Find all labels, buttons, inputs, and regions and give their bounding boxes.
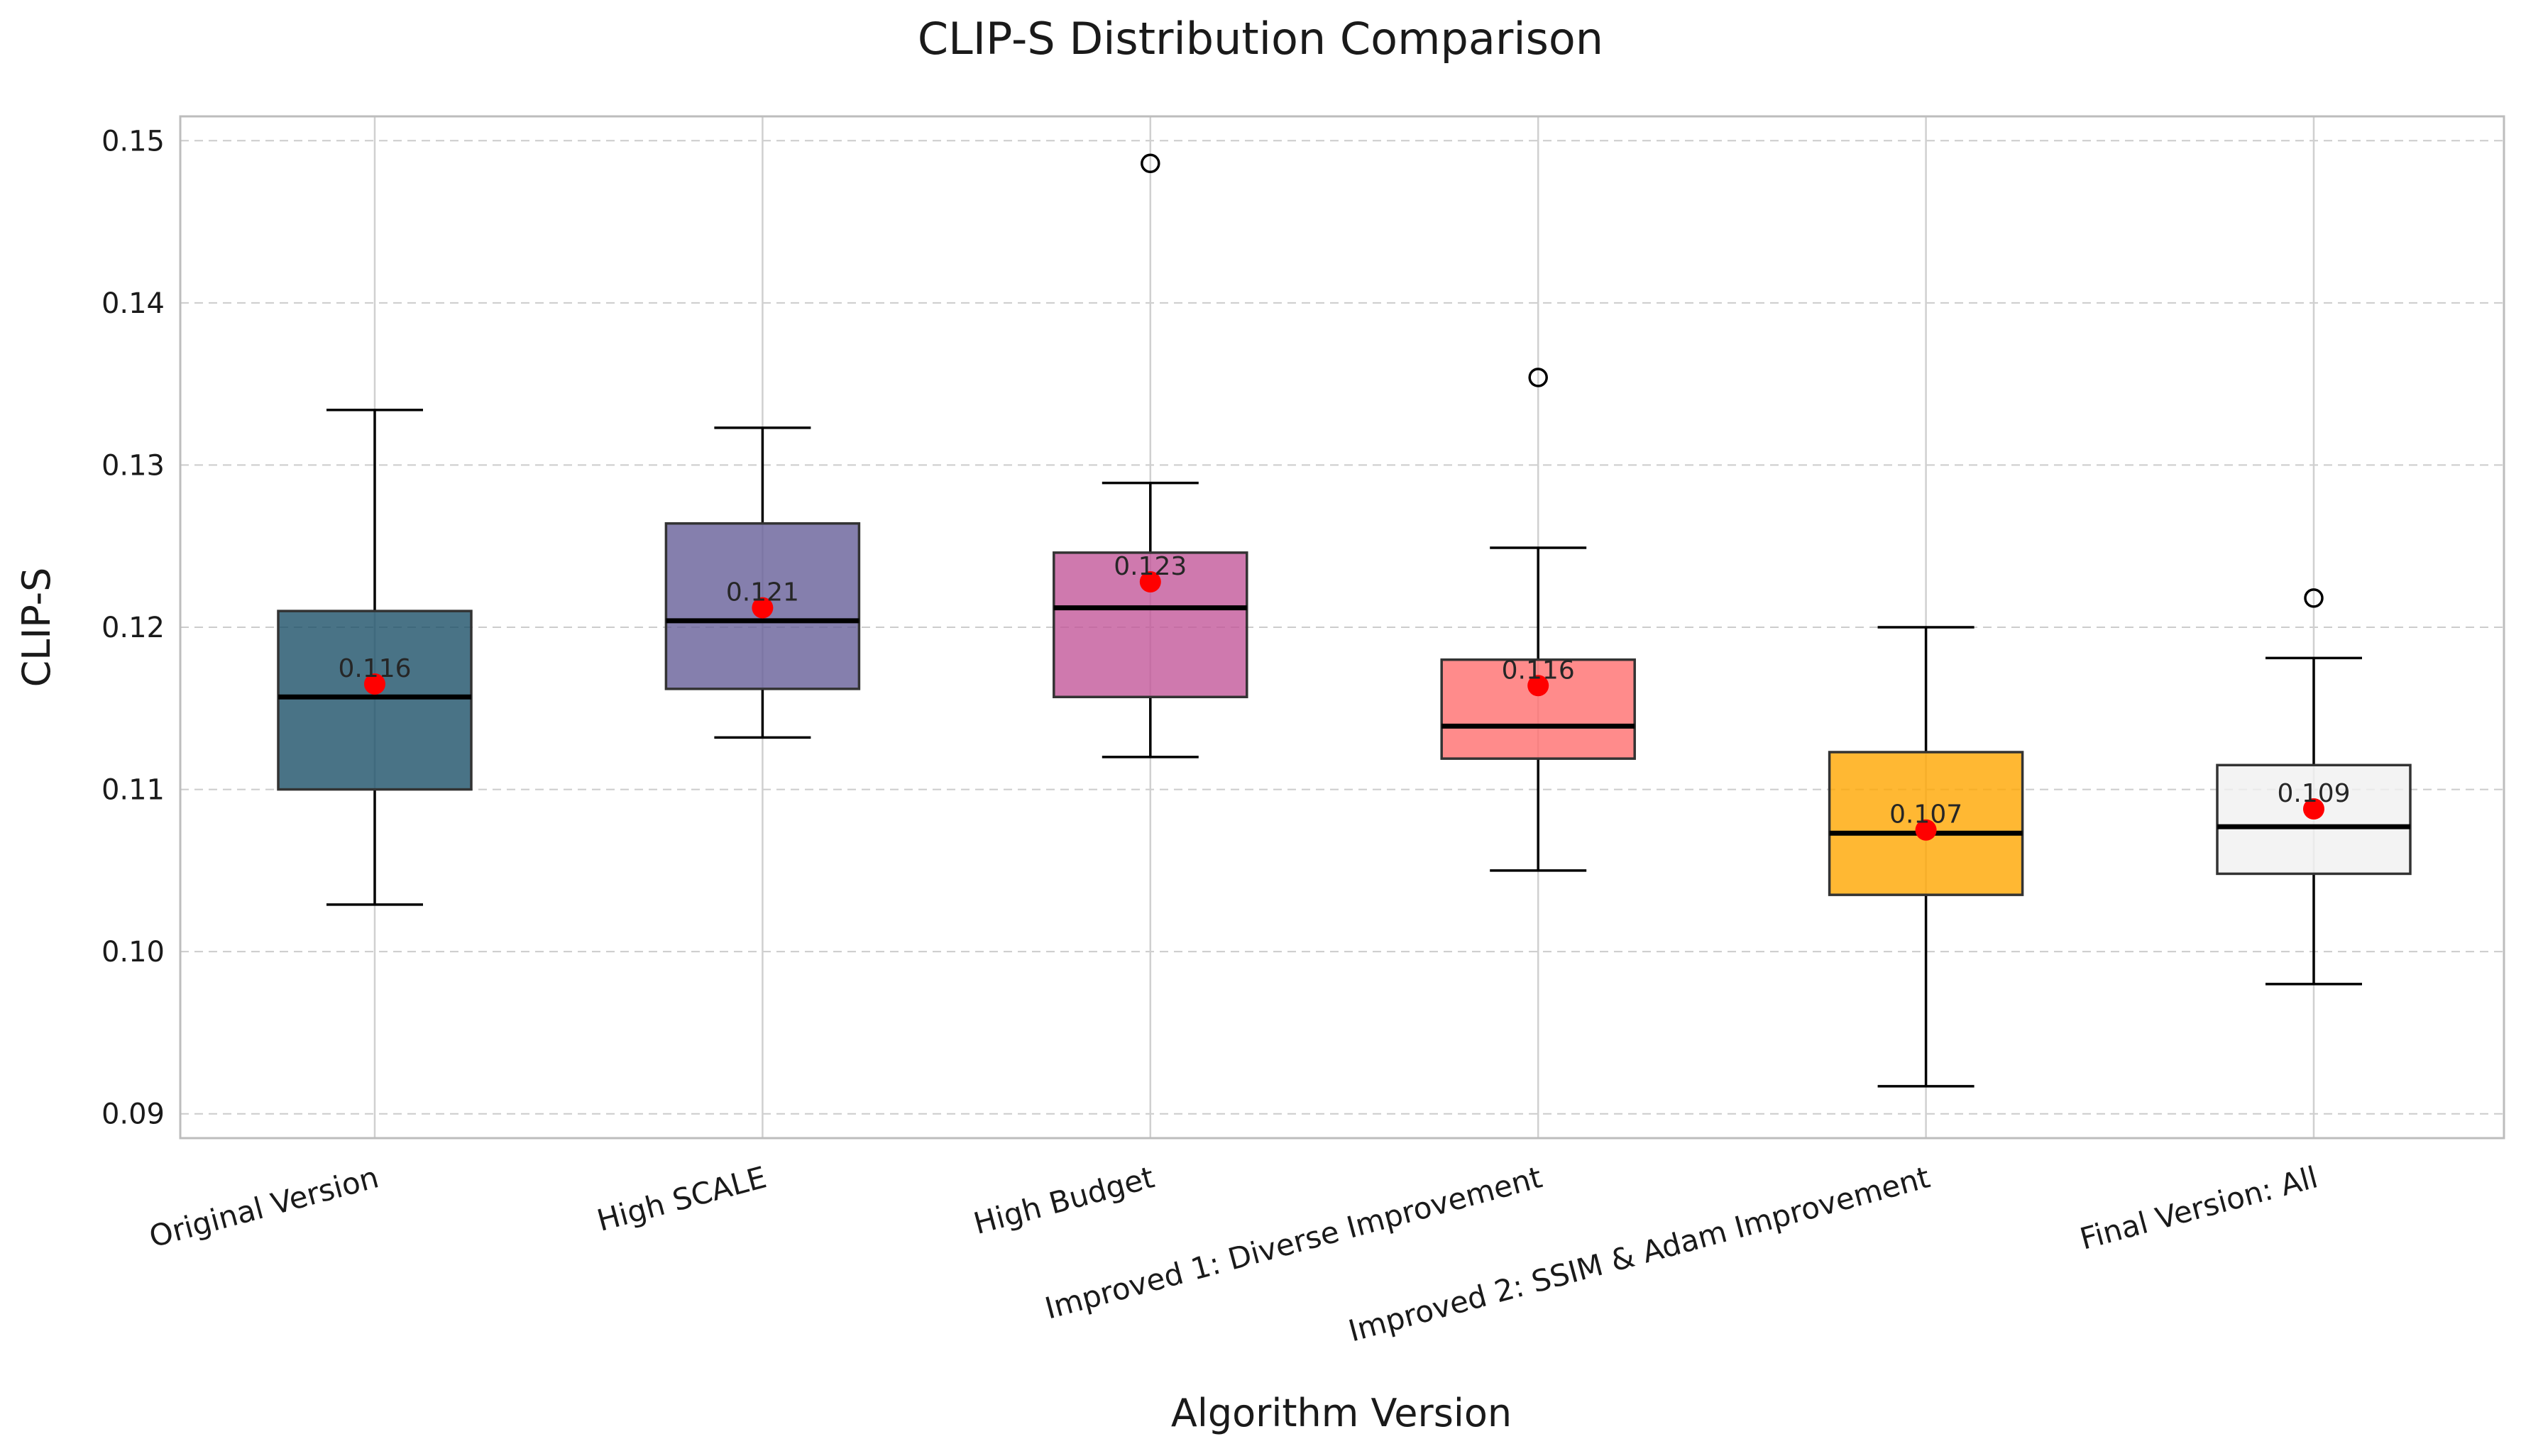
box: [277, 610, 473, 791]
mean-point: [752, 597, 774, 619]
y-tick-label: 0.13: [101, 449, 165, 482]
box-group: 0.123: [1053, 153, 1248, 759]
box-group: 0.116: [277, 408, 473, 906]
mean-point: [364, 673, 385, 695]
mean-point: [2303, 798, 2324, 820]
mean-label: 0.116: [338, 654, 411, 683]
x-axis-ticks: Original Version High SCALE High BudgetImp…: [145, 1159, 2322, 1348]
box-group: 0.109: [2216, 588, 2412, 986]
mean-point: [1139, 571, 1161, 592]
y-tick-label: 0.09: [101, 1098, 165, 1131]
mean-label: 0.121: [726, 578, 799, 607]
x-tick-label: Final Version: All: [2076, 1159, 2321, 1256]
y-axis-ticks: 0.09 0.10 0.11 0.12 0.13 0.14 0.15: [101, 125, 165, 1130]
outlier-point: [1528, 368, 1548, 387]
box-group: 0.107: [1828, 626, 2024, 1088]
mean-label: 0.107: [1889, 800, 1962, 829]
y-tick-label: 0.15: [101, 125, 165, 158]
chart-title: CLIP-S Distribution Comparison: [918, 13, 1603, 65]
grid: [180, 116, 2504, 1138]
box-plots: 0.116 0.121 0.123 0.116 0.107 0.109: [277, 153, 2412, 1088]
x-axis-label: Algorithm Version: [1171, 1391, 1512, 1435]
mean-label: 0.123: [1114, 552, 1187, 581]
outlier-point: [2304, 588, 2324, 608]
x-tick-label: High Budget: [970, 1159, 1158, 1241]
mean-point: [1527, 675, 1549, 697]
x-tick-label: Original Version: [145, 1159, 383, 1254]
plot-frame: [179, 115, 2505, 1140]
mean-point: [1915, 819, 1937, 841]
y-axis-label: CLIP-S: [14, 568, 59, 688]
y-tick-label: 0.14: [101, 287, 165, 320]
x-tick-label: High SCALE: [593, 1159, 770, 1238]
y-tick-label: 0.11: [101, 774, 165, 807]
box-group: 0.121: [664, 426, 861, 739]
box-group: 0.116: [1440, 368, 1636, 872]
mean-label: 0.109: [2277, 779, 2350, 808]
mean-label: 0.116: [1502, 656, 1575, 685]
y-tick-label: 0.10: [101, 936, 165, 969]
y-tick-label: 0.12: [101, 612, 165, 644]
outlier-point: [1141, 153, 1160, 174]
